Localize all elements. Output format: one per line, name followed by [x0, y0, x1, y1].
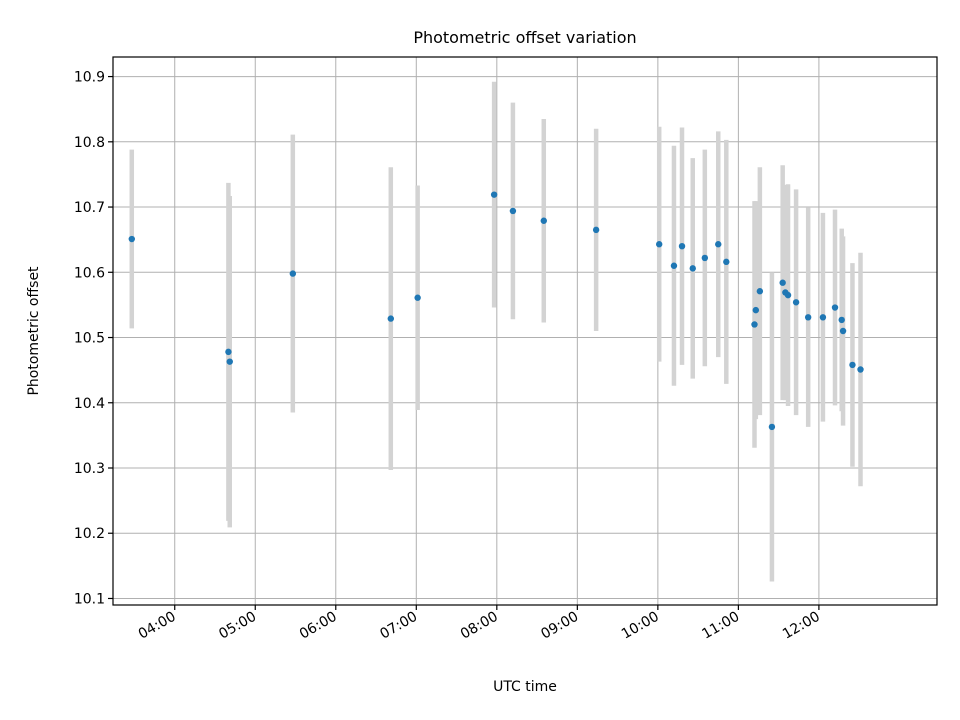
x-tick-label: 11:00 [699, 609, 742, 643]
data-point [540, 217, 547, 224]
data-point [490, 191, 498, 198]
x-axis-label: UTC time [493, 679, 557, 695]
x-tick-label: 10:00 [619, 609, 662, 643]
data-point [670, 262, 678, 269]
data-point [656, 241, 663, 248]
data-point [689, 265, 696, 272]
data-point [839, 327, 847, 335]
y-tick-label: 10.9 [74, 70, 105, 86]
y-tick-label: 10.7 [74, 200, 105, 216]
error-bars [129, 81, 863, 582]
data-point [592, 226, 600, 234]
data-point [414, 294, 421, 301]
x-tick-label: 12:00 [780, 609, 823, 643]
data-point [804, 314, 812, 321]
data-point [752, 306, 760, 314]
grid-lines [113, 57, 937, 605]
y-tick-label: 10.2 [74, 526, 105, 542]
x-tick-label: 08:00 [458, 609, 501, 643]
data-point [226, 358, 233, 365]
data-point [784, 291, 792, 299]
chart-title: Photometric offset variation [413, 28, 636, 47]
data-point [857, 366, 864, 373]
y-tick-label: 10.8 [74, 135, 105, 151]
y-axis-ticks: 10.1 10.2 10.3 10.4 10.5 10.6 10.7 10.8 10.9 [74, 70, 113, 607]
data-point [723, 258, 730, 266]
data-point [779, 279, 786, 286]
y-axis-label: Photometric offset [26, 266, 42, 396]
data-points [128, 191, 864, 431]
x-tick-label: 04:00 [136, 609, 179, 643]
data-point [715, 241, 722, 248]
data-point [838, 316, 845, 324]
x-tick-label: 05:00 [216, 609, 259, 643]
data-point [756, 288, 764, 295]
y-tick-label: 10.6 [74, 265, 105, 281]
data-point [225, 348, 232, 356]
data-point [831, 304, 839, 311]
data-point [751, 321, 758, 328]
data-point [387, 315, 394, 322]
data-point [701, 254, 709, 262]
data-point [289, 270, 297, 277]
data-point [792, 299, 800, 306]
data-point [768, 423, 776, 431]
data-point [819, 314, 827, 321]
x-tick-label: 07:00 [377, 609, 420, 643]
x-tick-label: 09:00 [538, 609, 581, 643]
y-tick-label: 10.1 [74, 591, 105, 607]
y-tick-label: 10.4 [74, 396, 105, 412]
x-tick-label: 06:00 [297, 609, 340, 643]
x-axis-ticks: 04:00 05:00 06:00 07:00 08:00 09:00 10:00 11:00… [136, 605, 823, 643]
y-tick-label: 10.5 [74, 331, 105, 347]
data-point [678, 242, 686, 250]
y-tick-label: 10.3 [74, 461, 105, 477]
data-point [849, 361, 856, 369]
data-point [509, 207, 517, 215]
data-point [128, 235, 135, 243]
plot-frame [112, 56, 938, 606]
